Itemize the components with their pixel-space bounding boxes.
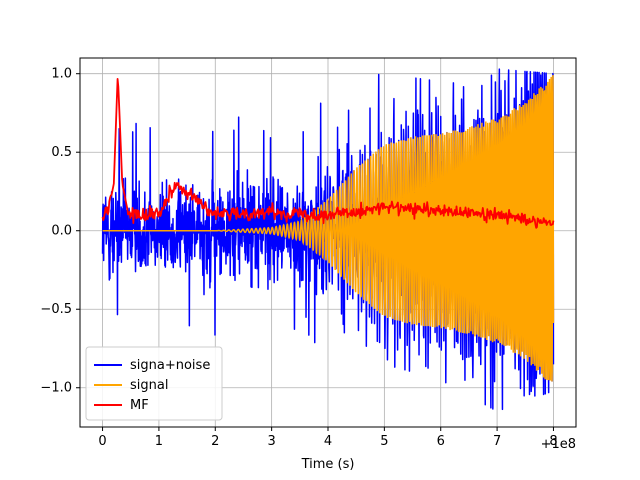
x-axis-label: Time (s) — [301, 457, 355, 472]
series-mf-line — [101, 78, 555, 229]
y-tick-label: 1.0 — [51, 67, 72, 82]
y-tick-label: 0.5 — [51, 145, 72, 160]
x-tick-label: 4 — [324, 434, 332, 449]
x-tick-label: 1 — [155, 434, 163, 449]
legend-label: signa+noise — [130, 358, 210, 373]
x-offset-label: +1e8 — [541, 437, 576, 452]
legend-label: signal — [130, 378, 168, 393]
x-tick-label: 3 — [267, 434, 275, 449]
y-tick-label: −1.0 — [40, 381, 72, 396]
x-tick-label: 5 — [380, 434, 388, 449]
y-tick-label: −0.5 — [40, 302, 72, 317]
legend: signa+noise signal MF — [85, 346, 223, 421]
x-tick-label: 8 — [549, 434, 557, 449]
plot-area — [101, 68, 555, 411]
series-layer — [101, 68, 555, 411]
series-signal-line — [102, 75, 555, 382]
x-tick-label: 7 — [493, 434, 501, 449]
ticks: 0 1 2 3 4 5 6 7 8 −1.0 −0.5 0.0 0.5 1.0 — [40, 67, 557, 449]
x-tick-label: 6 — [437, 434, 445, 449]
x-tick-label: 0 — [98, 434, 106, 449]
legend-label: MF — [130, 398, 149, 413]
y-tick-label: 0.0 — [51, 224, 72, 239]
x-tick-label: 2 — [211, 434, 219, 449]
